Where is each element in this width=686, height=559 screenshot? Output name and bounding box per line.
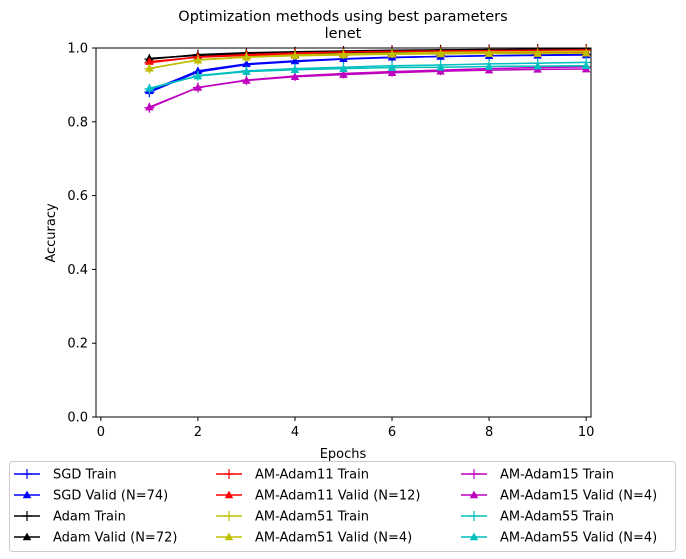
- legend-swatch-marker: [469, 532, 479, 541]
- series-line: [149, 68, 587, 108]
- data-point: [436, 49, 445, 58]
- data-point: [242, 76, 251, 84]
- legend-swatch-marker: [22, 469, 32, 479]
- data-point: [193, 83, 203, 91]
- legend-swatch-marker: [224, 490, 234, 499]
- series-10: [144, 57, 592, 94]
- data-point: [242, 67, 251, 75]
- legend-item: Adam Valid (N=72): [14, 531, 177, 546]
- plot-frame: [95, 47, 592, 418]
- data-point: [484, 62, 494, 70]
- series-11: [145, 61, 591, 92]
- legend-item: SGD Train: [14, 468, 117, 483]
- series-line: [149, 64, 587, 89]
- legend-label: SGD Valid (N=74): [53, 489, 168, 504]
- series-line: [149, 52, 587, 70]
- y-tick-label: 0.0: [67, 411, 88, 426]
- y-tick-label: 0.2: [67, 337, 88, 352]
- legend-label: AM-Adam55 Valid (N=4): [500, 531, 657, 546]
- x-tick-label: 2: [194, 425, 202, 440]
- series-line: [149, 48, 587, 60]
- legend-swatch-marker: [22, 511, 32, 521]
- data-point: [387, 68, 397, 77]
- legend-item: AM-Adam55 Train: [461, 510, 614, 525]
- legend-frame: [9, 461, 676, 552]
- x-tick-label: 10: [578, 425, 595, 440]
- legend-label: AM-Adam15 Train: [500, 468, 614, 483]
- data-point: [242, 52, 251, 61]
- legend-item: AM-Adam51 Train: [216, 510, 369, 525]
- legend-label: AM-Adam55 Train: [500, 510, 614, 525]
- legend-item: Adam Train: [14, 510, 126, 525]
- data-point: [193, 71, 203, 80]
- legend-swatch-marker: [469, 490, 479, 499]
- data-point: [339, 50, 348, 59]
- data-point: [290, 72, 300, 81]
- legend-swatch-marker: [22, 532, 32, 541]
- legend-swatch-marker: [22, 490, 32, 499]
- data-point: [484, 49, 494, 57]
- legend-label: Adam Train: [53, 510, 126, 525]
- legend-item: AM-Adam11 Valid (N=12): [216, 489, 421, 504]
- x-tick-label: 4: [291, 425, 299, 440]
- legend-swatch-marker: [224, 469, 234, 479]
- legend-item: SGD Valid (N=74): [14, 489, 168, 504]
- legend-item: AM-Adam55 Valid (N=4): [461, 531, 657, 546]
- series-line: [149, 54, 587, 92]
- data-point: [387, 49, 397, 58]
- chart-subtitle: lenet: [325, 26, 362, 42]
- legend-item: AM-Adam15 Valid (N=4): [461, 489, 657, 504]
- data-point: [193, 55, 203, 64]
- legend-item: AM-Adam51 Valid (N=4): [216, 531, 412, 546]
- data-point: [339, 70, 348, 78]
- x-axis-label: Epochs: [320, 447, 367, 462]
- data-point: [484, 65, 494, 74]
- legend-swatch-marker: [224, 511, 234, 521]
- plot-area: [144, 44, 592, 113]
- axes: 0 2 4 6 8 10 0.0 0.2 0.4 0.6 0.8 1.0: [67, 42, 594, 441]
- legend-label: AM-Adam11 Train: [255, 468, 369, 483]
- legend-label: AM-Adam11 Valid (N=12): [255, 489, 421, 504]
- legend: SGD Train SGD Valid (N=74) Adam Train Adam …: [9, 461, 676, 552]
- legend-label: AM-Adam51 Train: [255, 510, 369, 525]
- y-tick-label: 0.4: [67, 263, 88, 278]
- series-7: [145, 48, 591, 72]
- data-point: [581, 48, 591, 57]
- y-tick-label: 1.0: [67, 42, 88, 57]
- data-point: [145, 63, 154, 72]
- data-point: [581, 61, 591, 69]
- data-point: [436, 66, 445, 75]
- legend-swatch-marker: [469, 511, 479, 521]
- y-axis-label: Accuracy: [44, 203, 59, 263]
- data-point: [339, 64, 348, 72]
- y-tick-label: 0.6: [67, 189, 88, 204]
- legend-swatch-marker: [469, 469, 479, 479]
- x-tick-label: 8: [485, 425, 493, 440]
- series-9: [145, 64, 591, 111]
- data-point: [145, 102, 154, 111]
- legend-label: SGD Train: [53, 468, 117, 483]
- data-point: [436, 62, 445, 71]
- legend-label: AM-Adam51 Valid (N=4): [255, 531, 412, 546]
- legend-item: AM-Adam15 Train: [461, 468, 614, 483]
- chart-title: Optimization methods using best paramete…: [178, 9, 507, 25]
- x-tick-label: 6: [388, 425, 396, 440]
- legend-label: AM-Adam15 Valid (N=4): [500, 489, 657, 504]
- legend-item: AM-Adam11 Train: [216, 468, 369, 483]
- data-point: [145, 83, 154, 92]
- data-point: [533, 49, 542, 57]
- data-point: [387, 63, 397, 71]
- y-tick-label: 0.8: [67, 115, 88, 130]
- data-point: [290, 65, 300, 74]
- data-point: [290, 51, 300, 60]
- legend-label: Adam Valid (N=72): [53, 531, 177, 546]
- data-point: [533, 61, 542, 70]
- legend-swatch-marker: [224, 532, 234, 541]
- x-tick-label: 0: [97, 425, 105, 440]
